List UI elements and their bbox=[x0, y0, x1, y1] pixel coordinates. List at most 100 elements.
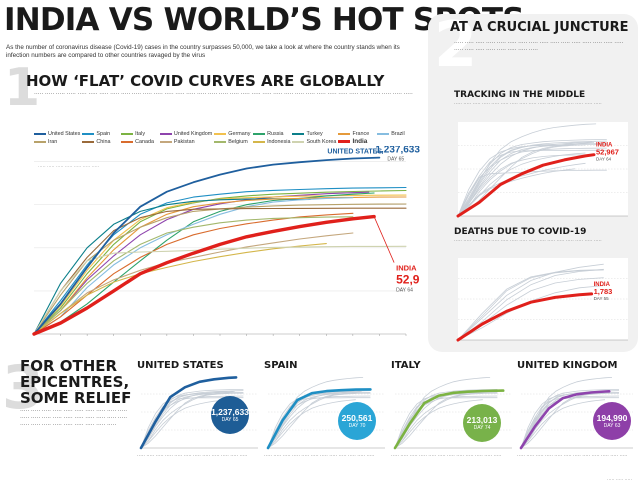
series-line-india bbox=[32, 214, 376, 336]
series-line-united-kingdom bbox=[33, 191, 370, 335]
annotation-day: DAY 64 bbox=[596, 157, 612, 162]
series-line-italy bbox=[393, 389, 505, 450]
badge-day: DAY 74 bbox=[473, 424, 491, 431]
mini-chart-united-kingdom: UNITED KINGDOM 194,990 DAY 63 ····· ····… bbox=[517, 360, 640, 480]
legend-label: Belgium bbox=[228, 138, 248, 145]
context-line bbox=[140, 393, 218, 449]
section-2-title: AT A CRUCIAL JUNCTURE bbox=[450, 20, 629, 35]
legend-item-spain: Spain bbox=[82, 131, 119, 137]
legend-item-brazil: Brazil bbox=[377, 131, 414, 137]
context-line bbox=[267, 390, 361, 449]
legend-item-turkey: Turkey bbox=[292, 131, 336, 137]
section-1-number: 1 bbox=[4, 58, 41, 118]
mini-chart-plot bbox=[519, 377, 633, 450]
section-1-text: ····· ····· ····· ····· ····· ····· ····… bbox=[34, 91, 413, 97]
legend-swatch bbox=[121, 140, 134, 143]
context-line bbox=[457, 169, 607, 217]
legend-label: China bbox=[96, 138, 111, 145]
context-line bbox=[457, 168, 575, 217]
mini-chart-badge: 194,990 DAY 63 bbox=[593, 402, 631, 440]
context-line bbox=[457, 141, 592, 217]
context-line bbox=[457, 144, 586, 217]
section-3-title-line: FOR OTHER bbox=[20, 357, 118, 375]
mini-chart-badge: 1,237,633 DAY 65 bbox=[211, 396, 249, 434]
annotation-value: 1,783 bbox=[594, 287, 613, 296]
badge-day: DAY 70 bbox=[348, 422, 366, 429]
tracking-title: TRACKING IN THE MIDDLE bbox=[454, 90, 586, 100]
mini-chart-text: ····· ····· ····· ····· ····· ····· ····… bbox=[517, 454, 628, 459]
context-line bbox=[457, 269, 604, 341]
legend-swatch bbox=[121, 133, 134, 135]
series-line-united-states bbox=[139, 376, 238, 450]
legend-item-italy: Italy bbox=[121, 131, 158, 137]
india-annotation-day: DAY 64 bbox=[396, 288, 413, 294]
legend-swatch bbox=[34, 133, 46, 135]
context-line bbox=[394, 399, 483, 449]
legend-label: Canada bbox=[135, 138, 155, 145]
legend-label: Indonesia bbox=[267, 138, 291, 145]
deaths-text: ····· ····· ····· ····· ····· ····· ····… bbox=[454, 239, 602, 244]
badge-value: 194,990 bbox=[596, 412, 628, 423]
mini-chart-spain: SPAIN 250,561 DAY 70 ····· ····· ····· ·… bbox=[264, 360, 389, 480]
legend-label: South Korea bbox=[306, 138, 337, 145]
legend-swatch bbox=[82, 140, 95, 143]
mini-chart-title: ITALY bbox=[391, 360, 421, 371]
series-line-belgium bbox=[33, 216, 354, 335]
context-line bbox=[520, 397, 619, 449]
series-line-brazil bbox=[33, 197, 354, 335]
legend-label: Pakistan bbox=[173, 138, 195, 145]
legend-item-pakistan: Pakistan bbox=[159, 138, 212, 145]
legend-item-france: France bbox=[338, 131, 375, 137]
mini-chart-title: UNITED STATES bbox=[137, 360, 224, 371]
legend-item-germany: Germany bbox=[214, 131, 251, 137]
context-line bbox=[394, 393, 483, 449]
legend-item-india: India bbox=[338, 138, 375, 145]
legend-label: Russia bbox=[267, 131, 284, 137]
series-line-russia bbox=[33, 192, 375, 335]
context-line bbox=[140, 390, 234, 449]
mini-chart-text: ····· ····· ····· ····· ····· ····· ····… bbox=[264, 454, 375, 459]
legend-swatch bbox=[292, 140, 305, 143]
annotation-label: INDIA bbox=[594, 282, 611, 288]
legend-swatch bbox=[214, 133, 227, 135]
legend-item-united-kingdom: United Kingdom bbox=[159, 131, 212, 137]
deaths-title: DEATHS DUE TO COVID-19 bbox=[454, 227, 587, 237]
legend-swatch bbox=[338, 133, 351, 135]
india-annotation-value: 52,967 bbox=[396, 273, 420, 287]
legend-item-south-korea: South Korea bbox=[292, 138, 336, 145]
context-line bbox=[267, 399, 356, 449]
context-line bbox=[267, 393, 345, 449]
context-line bbox=[457, 263, 604, 341]
legend-item-belgium: Belgium bbox=[214, 138, 251, 145]
legend-swatch bbox=[338, 140, 351, 143]
mini-chart-text: ····· ····· ····· ····· ····· ····· ····… bbox=[137, 454, 248, 459]
badge-day: DAY 65 bbox=[221, 416, 239, 423]
us-annotation-label: UNITED STATES bbox=[327, 149, 382, 156]
series-line-south-korea bbox=[33, 245, 407, 335]
context-line bbox=[394, 397, 498, 449]
badge-value: 1,237,633 bbox=[211, 406, 249, 417]
legend-label: Spain bbox=[96, 131, 111, 137]
section-3-title-line: SOME RELIEF bbox=[20, 389, 132, 407]
section-3-number: 3 bbox=[2, 353, 44, 423]
legend-label: Turkey bbox=[306, 131, 323, 137]
legend-swatch bbox=[377, 133, 390, 135]
mini-chart-badge: 213,013 DAY 74 bbox=[463, 404, 501, 442]
india-annotation-label: INDIA bbox=[396, 264, 417, 273]
series-line-spain bbox=[266, 388, 372, 450]
series-line-indonesia bbox=[33, 243, 327, 335]
legend-item-russia: Russia bbox=[253, 131, 290, 137]
legend-swatch bbox=[82, 133, 95, 135]
legend-item-china: China bbox=[82, 138, 119, 145]
section-3-text: ····· ····· ····· ····· ····· ····· ····… bbox=[20, 408, 128, 428]
context-line bbox=[457, 268, 604, 341]
section-1-title: HOW ‘FLAT’ COVID CURVES ARE GLOBALLY bbox=[26, 72, 385, 90]
chart-note: ····· ····· ····· ····· ····· ····· ····… bbox=[38, 164, 99, 169]
series-line-spain bbox=[33, 186, 407, 335]
legend-swatch bbox=[214, 140, 227, 143]
legend-item-iran: Iran bbox=[34, 138, 80, 145]
lead-paragraph: As the number of coronavirus disease (Co… bbox=[6, 44, 400, 59]
tracking-text: ····· ····· ····· ····· ····· ····· ····… bbox=[454, 102, 602, 107]
annotation-day: DAY 55 bbox=[594, 296, 610, 301]
chart-legend: United States Spain Italy United Kingdom Ger… bbox=[34, 131, 414, 145]
